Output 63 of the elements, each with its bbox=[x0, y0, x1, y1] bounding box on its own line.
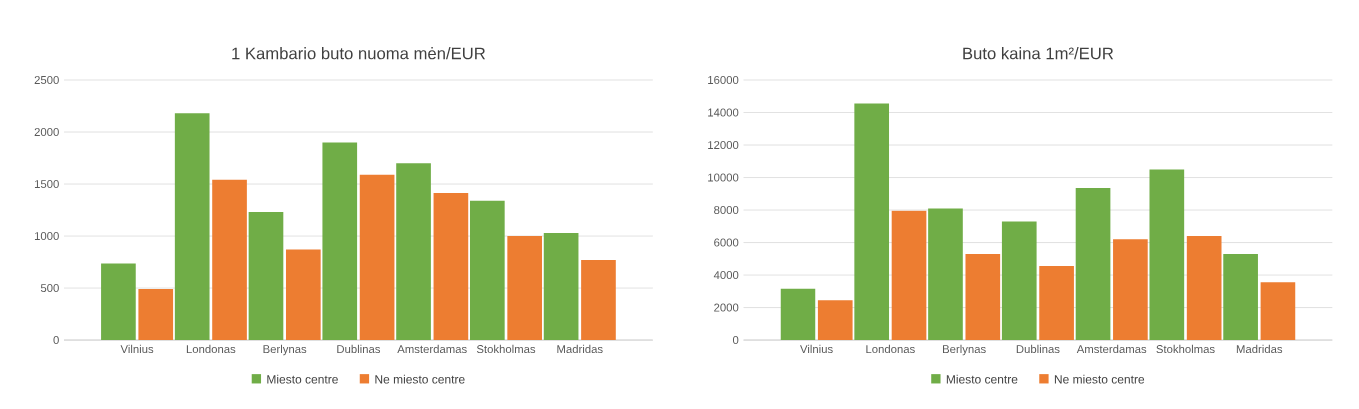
y-tick-label: 8000 bbox=[714, 205, 739, 214]
x-tick-label: Dublinas bbox=[337, 344, 381, 353]
legend-label: Ne miesto centre bbox=[1054, 374, 1145, 384]
x-tick-label: Amsterdamas bbox=[397, 344, 467, 353]
y-tick-label: 4000 bbox=[713, 270, 739, 279]
bar bbox=[581, 259, 616, 340]
bar bbox=[1223, 253, 1258, 340]
x-tick-label: Londonas bbox=[186, 344, 236, 353]
y-tick-label: 12000 bbox=[708, 140, 739, 149]
x-tick-label: Stokholmas bbox=[1156, 344, 1215, 353]
y-tick-label: 1000 bbox=[34, 231, 59, 240]
x-tick-label: Berlynas bbox=[943, 344, 986, 356]
bar bbox=[1186, 235, 1222, 340]
x-tick-label: Madridas bbox=[1236, 344, 1283, 353]
bar bbox=[285, 249, 321, 340]
bar bbox=[248, 211, 284, 340]
bar bbox=[174, 113, 210, 340]
chart-title: 1 Kambario buto nuoma mėn/EUR bbox=[232, 46, 486, 60]
bar bbox=[212, 179, 247, 340]
bar bbox=[433, 192, 469, 340]
legend-label: Miesto centre bbox=[946, 374, 1018, 384]
y-tick-label: 2000 bbox=[714, 303, 739, 312]
bar bbox=[101, 263, 136, 340]
y-tick-label: 14000 bbox=[708, 108, 739, 117]
bar bbox=[396, 163, 431, 340]
bar bbox=[1149, 169, 1185, 340]
bar bbox=[817, 300, 853, 340]
bar bbox=[1001, 221, 1037, 340]
x-tick-label: Vilnius bbox=[800, 344, 833, 353]
chart-title: Buto kaina 1m²/EUR bbox=[963, 46, 1114, 60]
bar bbox=[470, 200, 505, 340]
bar bbox=[359, 174, 395, 340]
x-tick-label: Berlynas bbox=[263, 344, 307, 356]
y-tick-label: 0 bbox=[732, 335, 739, 344]
x-tick-label: Stokholmas bbox=[476, 344, 536, 353]
y-tick-label: 10000 bbox=[708, 173, 739, 182]
bar bbox=[965, 253, 1001, 340]
x-tick-label: Londonas bbox=[866, 344, 915, 353]
y-tick-label: 2000 bbox=[34, 127, 59, 136]
y-tick-label: 1500 bbox=[34, 179, 59, 188]
x-tick-label: Vilnius bbox=[120, 344, 154, 353]
bar bbox=[1260, 282, 1296, 340]
y-tick-label: 0 bbox=[53, 335, 59, 344]
bar bbox=[854, 103, 890, 340]
bar bbox=[1039, 265, 1074, 340]
bar bbox=[891, 210, 927, 340]
bar bbox=[138, 288, 174, 340]
bar bbox=[507, 235, 543, 340]
x-tick-label: Madridas bbox=[557, 344, 603, 353]
bar bbox=[1075, 187, 1111, 340]
x-tick-label: Dublinas bbox=[1016, 344, 1060, 353]
bar bbox=[780, 288, 816, 340]
bar bbox=[1113, 239, 1148, 340]
bar bbox=[928, 208, 963, 340]
x-tick-label: Amsterdamas bbox=[1076, 344, 1147, 353]
legend-label: Miesto centre bbox=[267, 374, 338, 384]
bar bbox=[322, 142, 358, 340]
bar bbox=[543, 232, 579, 340]
y-tick-label: 500 bbox=[40, 283, 59, 292]
y-tick-label: 2500 bbox=[34, 75, 59, 84]
legend-label: Ne miesto centre bbox=[375, 374, 465, 384]
y-tick-label: 6000 bbox=[714, 238, 739, 247]
y-tick-label: 16000 bbox=[708, 75, 739, 84]
